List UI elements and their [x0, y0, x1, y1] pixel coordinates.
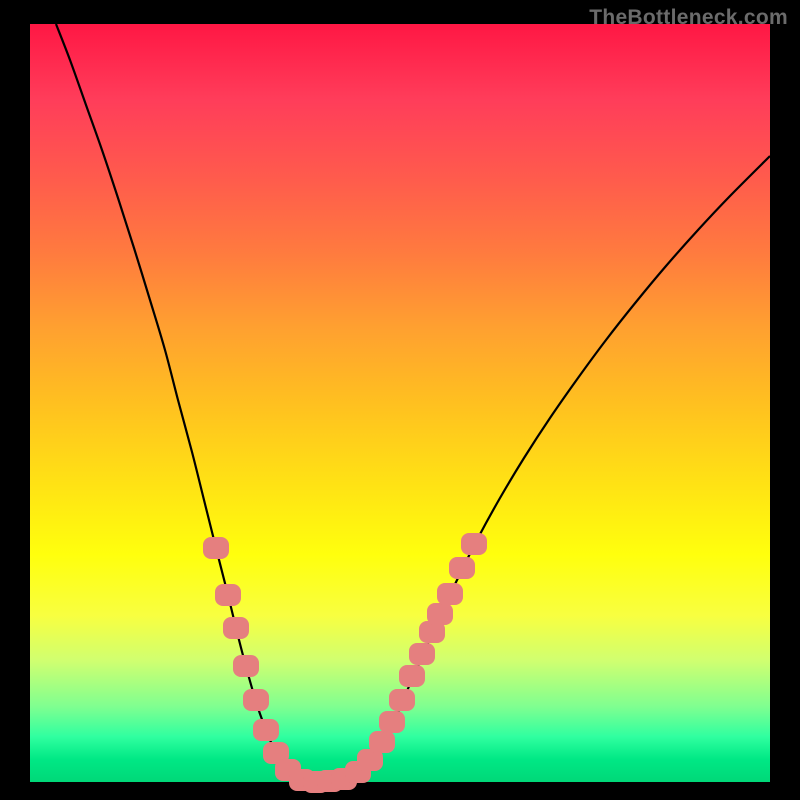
- chart-overlay: [0, 0, 800, 800]
- data-marker: [399, 665, 425, 687]
- data-marker: [461, 533, 487, 555]
- data-marker: [233, 655, 259, 677]
- data-marker: [389, 689, 415, 711]
- data-marker: [427, 603, 453, 625]
- data-marker: [223, 617, 249, 639]
- data-marker: [215, 584, 241, 606]
- data-marker: [449, 557, 475, 579]
- data-marker: [437, 583, 463, 605]
- data-marker: [369, 731, 395, 753]
- data-marker: [203, 537, 229, 559]
- data-marker: [379, 711, 405, 733]
- data-marker: [243, 689, 269, 711]
- marker-group: [203, 533, 487, 793]
- data-marker: [409, 643, 435, 665]
- data-marker: [253, 719, 279, 741]
- chart-container: TheBottleneck.com: [0, 0, 800, 800]
